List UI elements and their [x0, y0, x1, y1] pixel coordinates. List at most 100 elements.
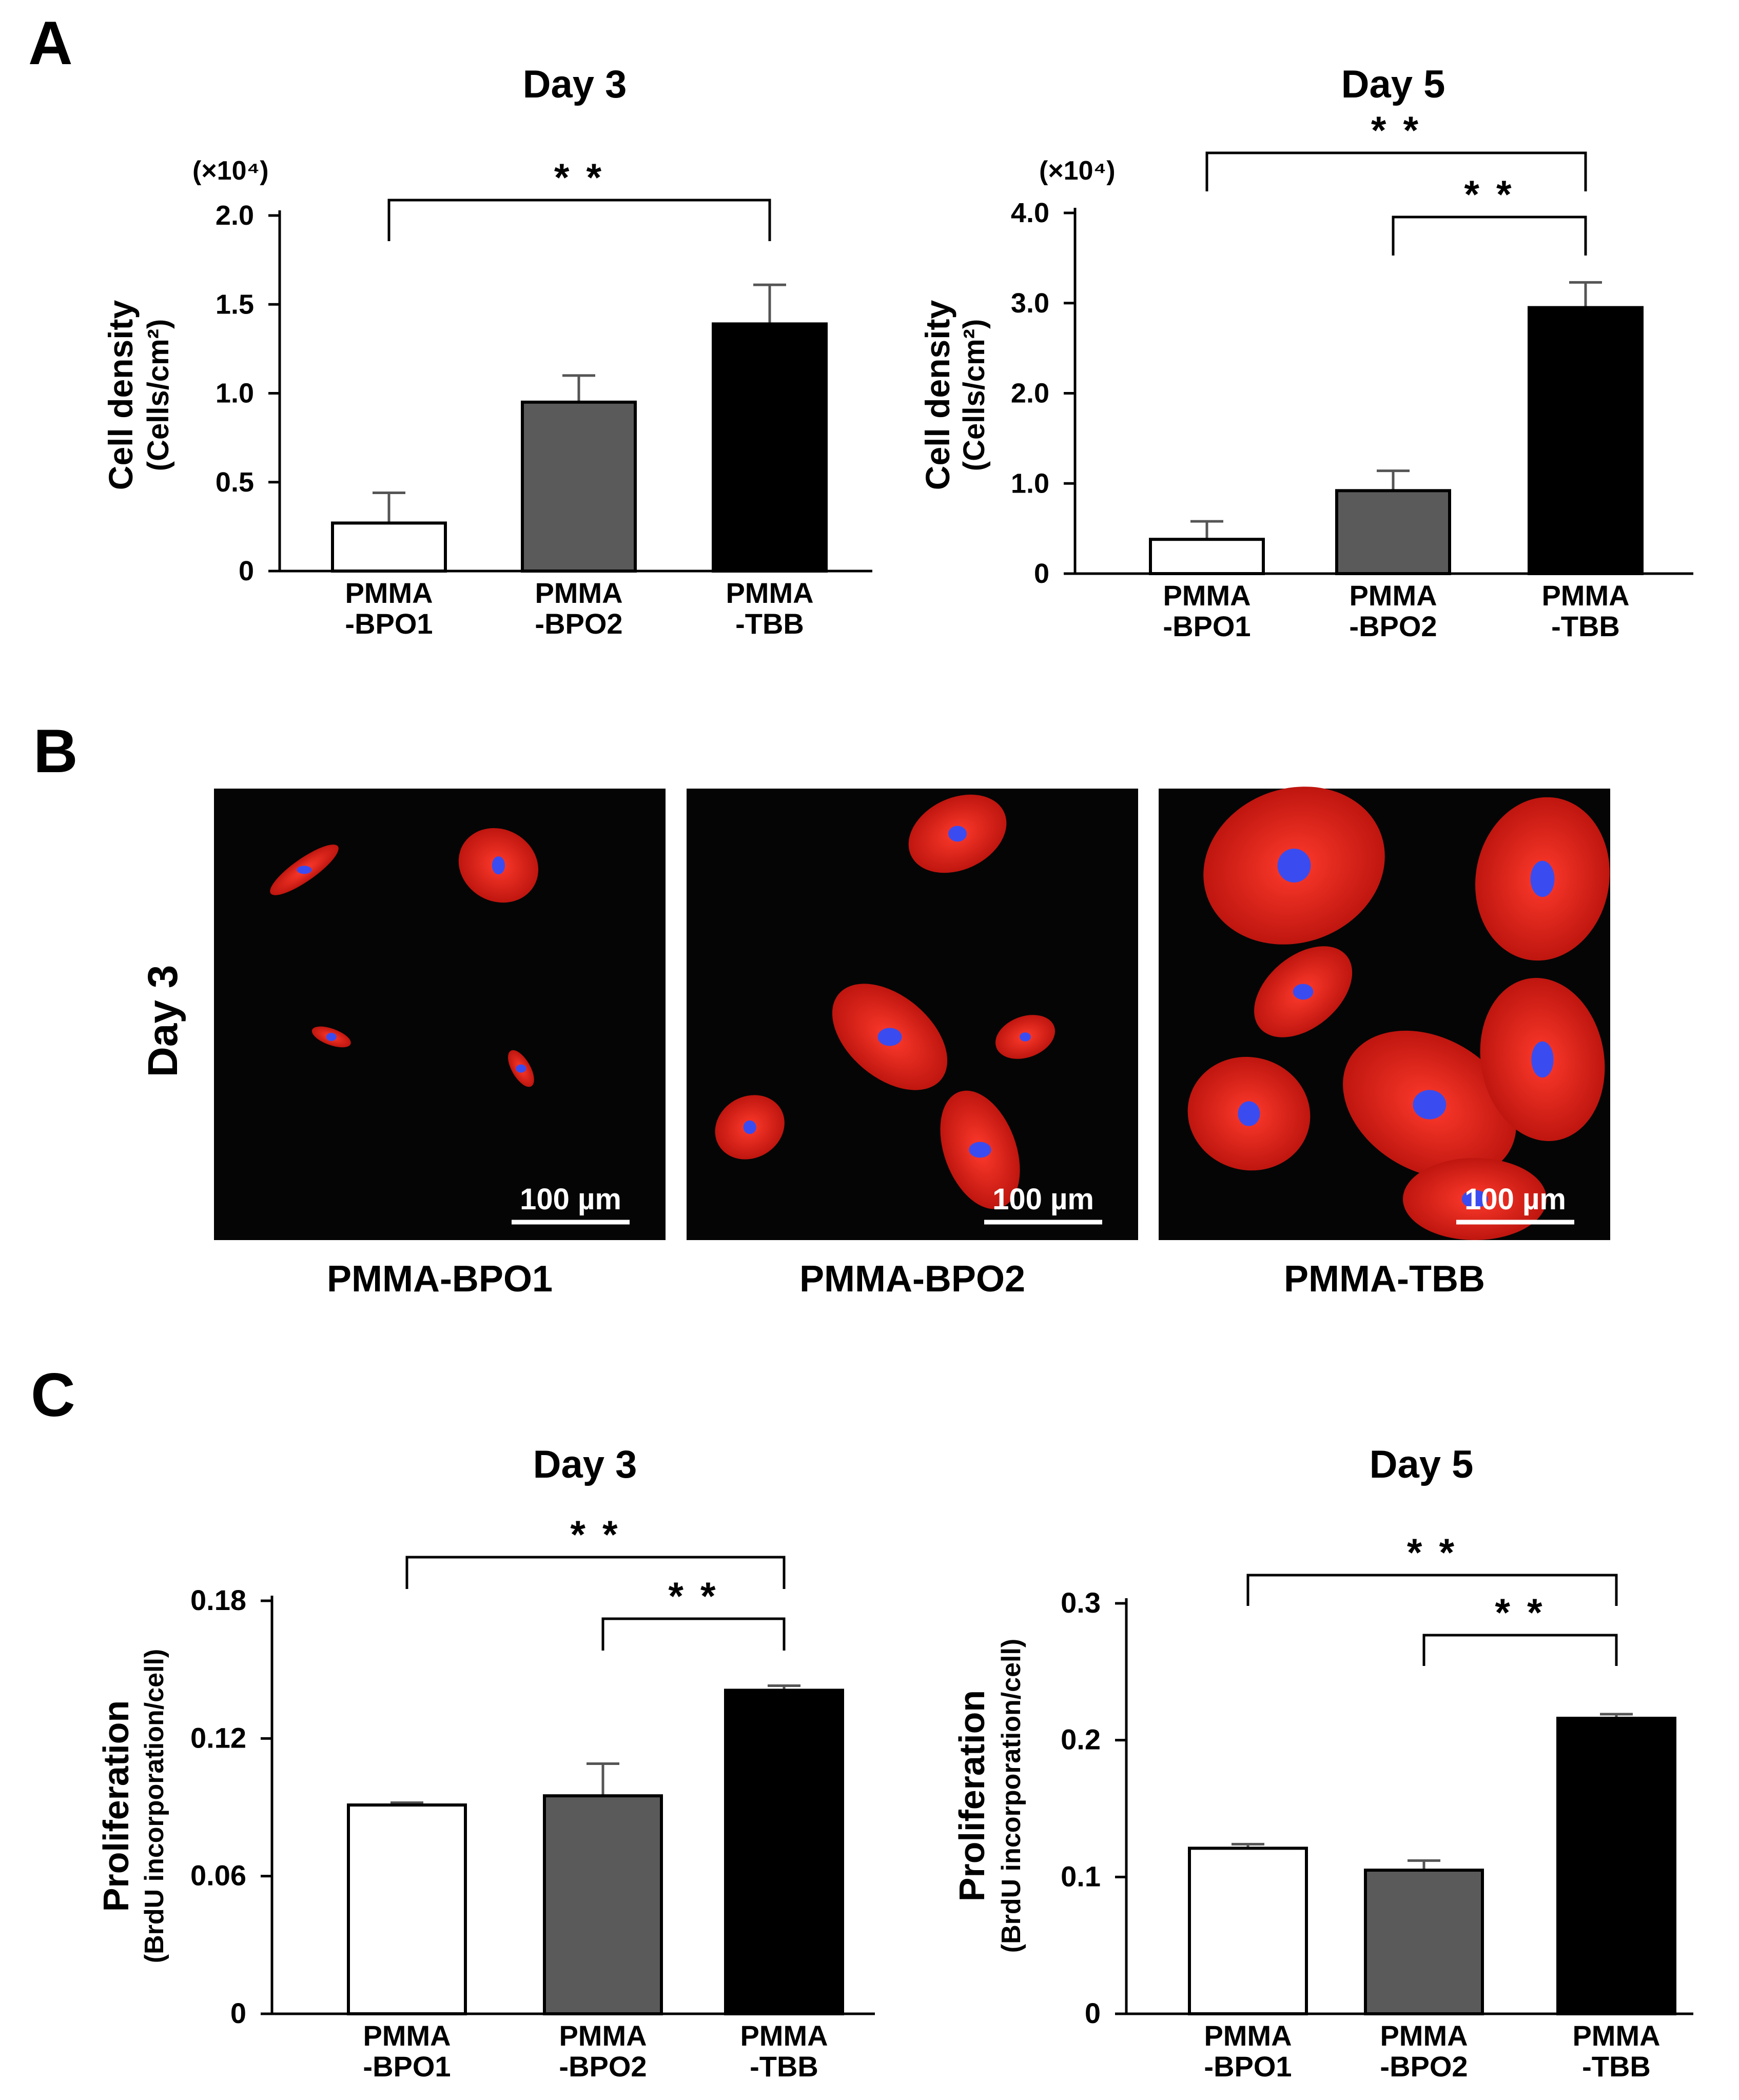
nucleus [1277, 849, 1311, 882]
nucleus [1413, 1090, 1447, 1120]
x-tick-label: PMMA [740, 2019, 828, 2052]
y-tick-label: 0 [1034, 558, 1049, 589]
nucleus [492, 856, 505, 875]
x-tick-label: PMMA [1380, 2019, 1468, 2052]
x-tick-label: -BPO2 [1349, 610, 1437, 642]
significance-label: * * [1464, 173, 1514, 217]
chart-c-day3: Day 3 Proliferation (BrdU incorporation/ce… [96, 1443, 875, 2083]
x-tick-label: PMMA [1349, 579, 1437, 612]
bar [1556, 1717, 1676, 2015]
chart-a-day3: Day 3 Cell density (Cells/cm²) (×10⁴) 0 0.5 1.… [102, 63, 872, 640]
y-tick-label: 0.3 [1061, 1586, 1101, 1619]
significance-label: * * [1371, 109, 1421, 152]
nucleus [877, 1028, 902, 1046]
y-tick-label: 0.2 [1061, 1723, 1101, 1756]
significance-label: * * [554, 156, 604, 200]
bar [712, 322, 828, 573]
chart-title: Day 5 [1341, 63, 1445, 106]
bar [543, 1794, 663, 2016]
bar [724, 1689, 844, 2016]
panel-label-c: C [31, 1361, 75, 1429]
y-tick-label: 2.0 [216, 200, 254, 231]
x-tick-label: -TBB [1582, 2050, 1651, 2083]
y-axis-unit: (BrdU incorporation/cell) [140, 1649, 169, 1963]
significance-bracket [1422, 1634, 1618, 1666]
bar [1364, 1869, 1484, 2015]
y-axis-unit: (BrdU incorporation/cell) [996, 1639, 1026, 1953]
x-tick-label: -TBB [750, 2050, 818, 2083]
x-tick-label: PMMA [726, 577, 813, 609]
y-axis-multiplier: (×10⁴) [1039, 156, 1116, 186]
y-axis-unit: (Cells/cm²) [958, 319, 991, 472]
micrograph-1: 100 µm PMMA-BPO1 [214, 789, 666, 1300]
nucleus [516, 1064, 526, 1073]
y-tick-label: 1.0 [216, 378, 254, 409]
y-tick-label: 1.5 [216, 289, 254, 320]
x-tick-label: -BPO1 [363, 2050, 451, 2083]
scale-bar-label: 100 µm [1464, 1183, 1566, 1216]
chart-title: Day 3 [523, 63, 627, 106]
x-tick-label: PMMA [1572, 2019, 1660, 2052]
y-tick-label: 2.0 [1011, 378, 1049, 409]
y-tick-label: 3.0 [1011, 288, 1049, 319]
bar [1149, 538, 1265, 575]
nucleus [1531, 1041, 1554, 1078]
x-tick-label: PMMA [1541, 579, 1629, 612]
micrograph-caption: PMMA-BPO1 [327, 1259, 553, 1300]
significance-label: * * [1495, 1591, 1545, 1635]
bar [521, 400, 637, 573]
x-tick-label: PMMA [1163, 579, 1250, 612]
y-axis-unit: (Cells/cm²) [142, 319, 175, 472]
y-tick-label: 0.5 [216, 467, 254, 498]
x-tick-label: PMMA [559, 2019, 647, 2052]
panel-label-a: A [28, 9, 73, 77]
y-axis-label: Cell density [102, 300, 140, 490]
panel-b-row-label: Day 3 [140, 965, 186, 1077]
y-tick-label: 4.0 [1011, 198, 1049, 228]
x-tick-label: PMMA [535, 577, 622, 609]
nucleus [297, 866, 312, 874]
significance-bracket [387, 199, 771, 241]
significance-bracket [1392, 215, 1587, 256]
x-tick-label: PMMA [1204, 2019, 1292, 2052]
chart-title: Day 3 [533, 1443, 637, 1486]
x-tick-label: -BPO2 [1380, 2050, 1468, 2083]
y-tick-label: 0 [230, 1997, 246, 2029]
micrograph-3: 100 µm PMMA-TBB [1159, 787, 1610, 1300]
bar [1335, 489, 1451, 575]
y-tick-label: 0.18 [190, 1584, 246, 1616]
micrograph-background [214, 789, 666, 1240]
x-tick-label: -TBB [1551, 610, 1620, 642]
panel-label-b: B [33, 717, 78, 786]
significance-label: * * [668, 1575, 718, 1618]
significance-label: * * [1407, 1531, 1457, 1575]
nucleus [743, 1120, 756, 1134]
significance-label: * * [570, 1513, 620, 1557]
y-tick-label: 0.06 [190, 1859, 246, 1892]
micrographs: 100 µm PMMA-BPO1 100 µm PMMA-BPO2 100 µm PMMA… [214, 787, 1610, 1300]
nucleus [1461, 1190, 1488, 1208]
micrograph-2: 100 µm PMMA-BPO2 [687, 789, 1138, 1300]
chart-title: Day 5 [1370, 1443, 1474, 1486]
nucleus [1020, 1032, 1031, 1042]
bar [347, 1803, 467, 2016]
nucleus [948, 826, 967, 842]
y-axis-label: Cell density [919, 300, 956, 490]
y-tick-label: 0.12 [190, 1721, 246, 1754]
significance-bracket [601, 1617, 786, 1651]
micrograph-caption: PMMA-BPO2 [799, 1259, 1025, 1300]
y-tick-label: 0 [1085, 1997, 1101, 2029]
bar [1528, 306, 1644, 575]
y-tick-label: 1.0 [1011, 468, 1049, 499]
significance-bracket [405, 1556, 786, 1589]
chart-a-day5: Day 5 Cell density (Cells/cm²) (×10⁴) 0 1.0 2.… [919, 63, 1693, 642]
bar [1188, 1847, 1308, 2015]
significance-bracket [1205, 151, 1587, 191]
x-tick-label: -BPO1 [1163, 610, 1250, 642]
y-tick-label: 0.1 [1061, 1860, 1101, 1892]
y-axis-label: Proliferation [952, 1690, 992, 1901]
nucleus [1530, 860, 1555, 897]
nucleus [1238, 1101, 1260, 1126]
nucleus [326, 1033, 337, 1041]
